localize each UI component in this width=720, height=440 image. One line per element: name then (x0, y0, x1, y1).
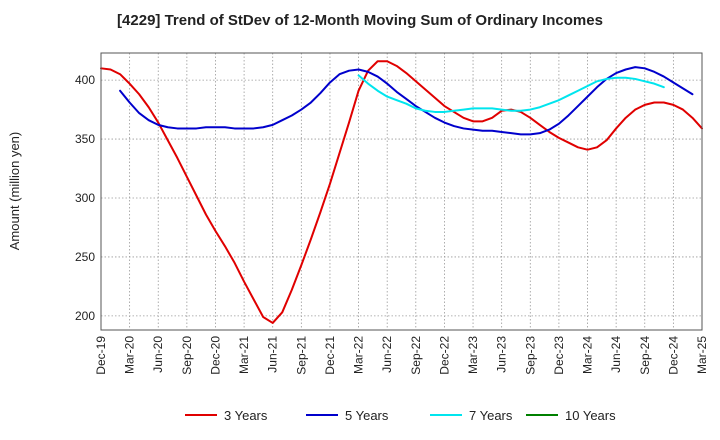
series-line-5-years (119, 66, 694, 136)
x-tick-label: Jun-21 (266, 336, 280, 373)
x-tick-label: Dec-24 (666, 336, 680, 375)
series-layer (100, 60, 703, 324)
x-tick-label: Mar-24 (581, 336, 595, 374)
x-tick-label: Mar-23 (466, 336, 480, 374)
grid-layer (100, 53, 703, 330)
x-tick-label: Dec-20 (208, 336, 222, 375)
legend-label-7-years: 7 Years (469, 408, 513, 423)
x-tick-label: Jun-24 (609, 336, 623, 373)
legend-label-10-years: 10 Years (565, 408, 616, 423)
x-tick-label: Jun-23 (495, 336, 509, 373)
x-tick-label: Jun-22 (380, 336, 394, 373)
y-tick-label: 350 (75, 132, 95, 146)
x-tick-label: Dec-23 (552, 336, 566, 375)
y-tick-labels: 200 250 300 350 400 (75, 73, 95, 323)
x-tick-label: Sep-20 (180, 336, 194, 375)
y-tick-label: 300 (75, 191, 95, 205)
x-tick-label: Mar-21 (237, 336, 251, 374)
y-tick-label: 400 (75, 73, 95, 87)
x-tick-label: Jun-20 (151, 336, 165, 373)
x-tick-labels: Dec-19 Mar-20 Jun-20 Sep-20 Dec-20 Mar-21 Jun-… (94, 336, 709, 375)
legend-label-5-years: 5 Years (345, 408, 389, 423)
legend: 3 Years 5 Years 7 Years 10 Years (185, 408, 616, 423)
x-tick-label: Mar-20 (123, 336, 137, 374)
series-line-3-years (100, 60, 703, 324)
y-axis-title: Amount (million yen) (7, 132, 22, 251)
x-tick-label: Dec-21 (323, 336, 337, 375)
x-tick-label: Sep-22 (409, 336, 423, 375)
x-tick-label: Dec-22 (437, 336, 451, 375)
plot-frame (100, 52, 703, 331)
y-tick-label: 250 (75, 250, 95, 264)
x-tick-label: Sep-21 (294, 336, 308, 375)
legend-label-3-years: 3 Years (224, 408, 268, 423)
x-tick-label: Mar-25 (695, 336, 709, 374)
x-tick-label: Dec-19 (94, 336, 108, 375)
y-tick-label: 200 (75, 309, 95, 323)
x-tick-label: Sep-24 (638, 336, 652, 375)
series-line-7-years (357, 74, 665, 113)
chart-title: [4229] Trend of StDev of 12-Month Moving… (117, 12, 603, 29)
x-tick-label: Sep-23 (523, 336, 537, 375)
x-tick-label: Mar-22 (352, 336, 366, 374)
